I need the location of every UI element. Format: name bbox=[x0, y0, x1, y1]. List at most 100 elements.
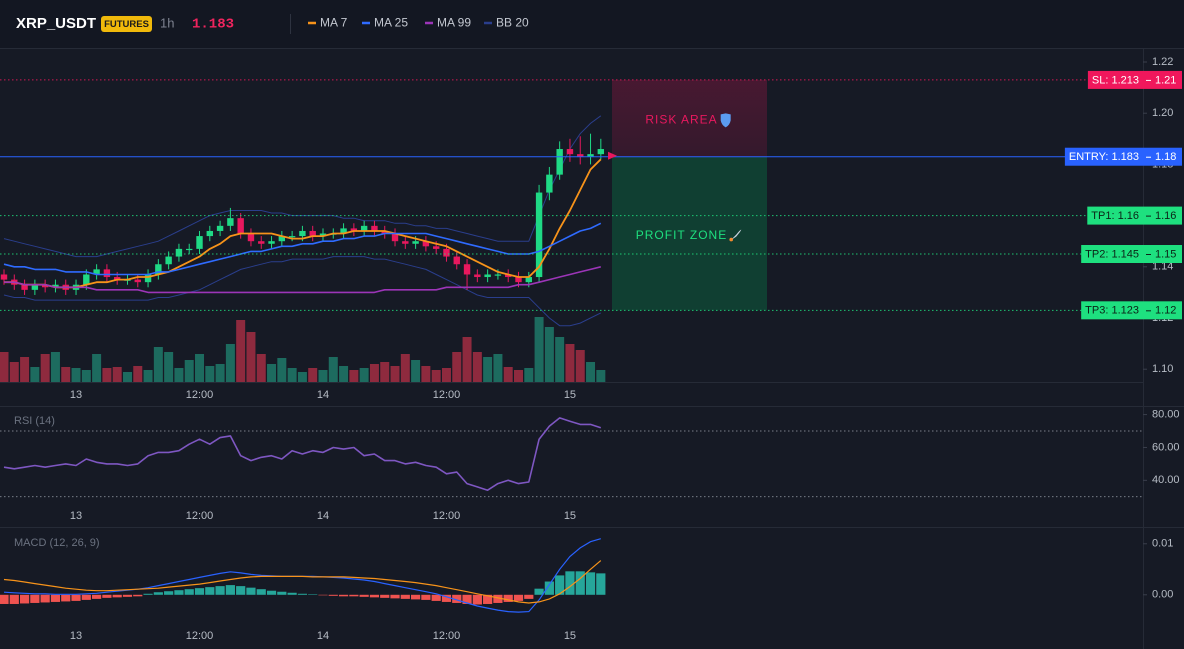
zone bbox=[612, 79, 767, 157]
macd-histogram-bar bbox=[153, 592, 163, 595]
volume-bar bbox=[380, 362, 390, 382]
macd-histogram-bar bbox=[174, 590, 184, 595]
level-axis-label: 1.12 bbox=[1155, 305, 1176, 317]
pane-title: MACD (12, 26, 9) bbox=[14, 537, 100, 549]
macd-histogram-bar bbox=[534, 588, 544, 595]
candle-body bbox=[422, 241, 430, 247]
rocket-flame bbox=[729, 237, 734, 242]
candle-body bbox=[577, 154, 584, 157]
volume-bar bbox=[225, 344, 235, 382]
candle-body bbox=[175, 248, 183, 257]
candle-body bbox=[402, 241, 409, 244]
x-tick-label: 12:00 bbox=[186, 389, 214, 401]
macd-histogram-bar bbox=[483, 594, 493, 604]
volume-bar bbox=[339, 366, 349, 382]
macd-histogram-bar bbox=[246, 587, 256, 595]
macd-histogram-bar bbox=[308, 594, 318, 595]
candle-body bbox=[453, 256, 460, 265]
volume-bar bbox=[462, 337, 472, 382]
volume-bar bbox=[421, 366, 431, 382]
y-tick-label: 0.01 bbox=[1152, 538, 1173, 550]
volume-bar bbox=[534, 317, 544, 382]
volume-bar bbox=[61, 367, 71, 382]
symbol[interactable]: XRP_USDT bbox=[16, 15, 96, 32]
volume-bar bbox=[318, 370, 328, 382]
macd-histogram-bar bbox=[40, 594, 50, 603]
volume-bar bbox=[359, 368, 369, 382]
macd-histogram-bar bbox=[452, 594, 462, 603]
ma-line bbox=[4, 266, 601, 294]
signal-line bbox=[3, 560, 602, 604]
volume-bar bbox=[9, 362, 19, 382]
level-label: TP2: 1.145 bbox=[1085, 248, 1139, 260]
level-badge: SL: 1.213 1.21 bbox=[1087, 70, 1182, 89]
candle-body bbox=[268, 241, 275, 244]
x-tick-label: 14 bbox=[317, 389, 329, 401]
x-tick-label: 15 bbox=[564, 630, 576, 642]
macd-histogram-bar bbox=[266, 590, 277, 595]
badge-bg bbox=[1064, 147, 1182, 166]
badge-bg bbox=[1081, 301, 1182, 320]
macd-histogram-bar bbox=[122, 594, 133, 597]
ma-line bbox=[4, 158, 602, 289]
rocket-icon bbox=[730, 229, 742, 241]
candle-body bbox=[597, 149, 605, 155]
badge-bg bbox=[101, 16, 152, 32]
level-axis-label: 1.21 bbox=[1155, 74, 1176, 86]
x-tick-label: 12:00 bbox=[433, 510, 461, 522]
level-label: TP1: 1.16 bbox=[1091, 210, 1139, 222]
y-tick-label: 0.00 bbox=[1152, 589, 1173, 601]
candle-body bbox=[278, 236, 286, 242]
macd-histogram-bar bbox=[61, 594, 71, 602]
macd-histogram-bar bbox=[555, 575, 565, 595]
candle-body bbox=[144, 274, 152, 283]
candle-body bbox=[381, 230, 388, 234]
market-badge: FUTURES bbox=[104, 19, 149, 30]
candle-body bbox=[196, 236, 203, 249]
candle-body bbox=[412, 241, 419, 244]
candle-body bbox=[299, 230, 306, 237]
bb-lower bbox=[3, 256, 602, 327]
volume-bar bbox=[411, 360, 421, 382]
volume-bar bbox=[0, 352, 9, 382]
volume-bar bbox=[133, 366, 143, 382]
volume-bar bbox=[441, 368, 451, 382]
volume-bar bbox=[472, 352, 482, 382]
volume-bar bbox=[493, 354, 503, 382]
macd-histogram-bar bbox=[575, 571, 585, 595]
volume-bar bbox=[30, 367, 40, 382]
x-tick-label: 14 bbox=[317, 630, 329, 642]
volume-bar bbox=[50, 352, 60, 382]
candle-body bbox=[309, 230, 316, 237]
x-tick-label: 13 bbox=[70, 510, 82, 522]
candle-body bbox=[134, 279, 141, 283]
macd-histogram-bar bbox=[318, 594, 328, 596]
macd-histogram-bar bbox=[143, 593, 153, 595]
macd-histogram-bar bbox=[400, 594, 410, 599]
volume-bar bbox=[431, 370, 441, 382]
candle-body bbox=[165, 256, 172, 265]
macd-histogram-bar bbox=[493, 594, 503, 603]
volume-bar bbox=[184, 360, 194, 382]
volume-bar bbox=[102, 368, 112, 382]
macd-histogram-bar bbox=[565, 571, 575, 595]
volume-bar bbox=[20, 357, 30, 382]
candle-body bbox=[52, 284, 59, 288]
macd-histogram-bar bbox=[81, 594, 91, 600]
level-badge: TP2: 1.145 1.15 bbox=[1081, 245, 1182, 263]
candle-body bbox=[566, 149, 574, 155]
x-tick-label: 12:00 bbox=[186, 510, 214, 522]
macd-histogram-bar bbox=[102, 594, 112, 598]
volume-bar bbox=[524, 368, 534, 382]
interval[interactable]: 1h bbox=[160, 15, 174, 30]
candle-body bbox=[546, 174, 553, 193]
volume-bar bbox=[40, 354, 50, 382]
y-tick-label: 80.00 bbox=[1152, 408, 1180, 420]
volume-bar bbox=[514, 370, 523, 382]
y-tick-label: 1.20 bbox=[1152, 107, 1173, 119]
candle-body bbox=[93, 269, 100, 275]
level-axis-label: 1.15 bbox=[1155, 248, 1176, 260]
volume-bar bbox=[565, 344, 575, 382]
candle-body bbox=[31, 284, 39, 290]
